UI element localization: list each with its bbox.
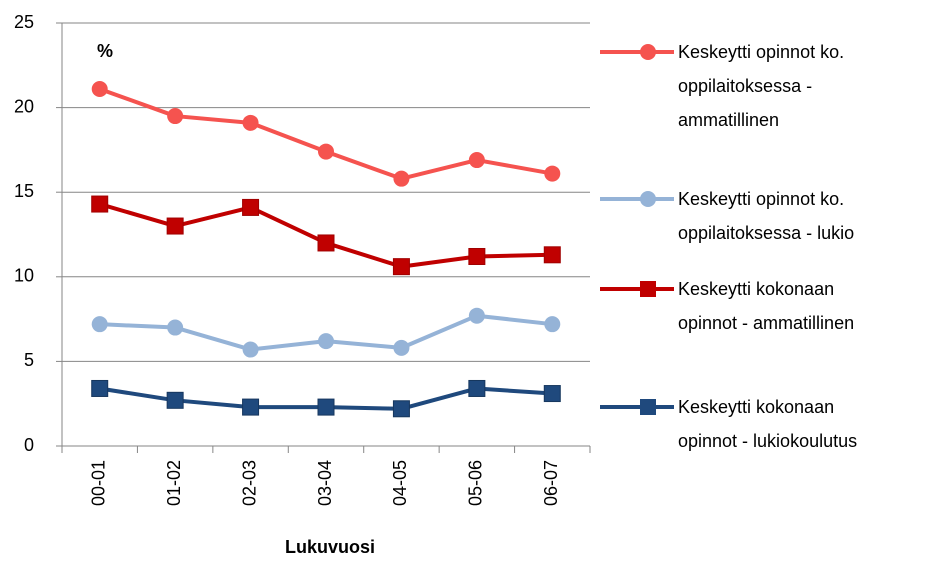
legend-label: Keskeytti kokonaan opinnot - ammatilline… [678,279,855,333]
x-tick-label: 03-04 [315,460,335,506]
y-tick-label: 20 [14,96,34,116]
y-tick-label: 10 [14,266,34,286]
marker [242,198,260,216]
x-tick-label: 00-01 [88,460,108,506]
legend-label: Keskeytti kokonaan opinnot - lukiokoulut… [678,397,858,451]
marker [392,400,410,418]
y-tick-label: 0 [24,435,34,455]
legend-label: Keskeytti opinnot ko. oppilaitoksessa - … [678,42,845,130]
marker [91,195,109,213]
y-tick-label: 5 [24,350,34,370]
marker [317,398,335,416]
marker [468,152,485,169]
marker [543,246,561,264]
marker [468,307,485,324]
marker [543,385,561,403]
legend-marker [640,44,656,60]
marker [544,165,561,182]
marker [317,234,335,252]
x-tick-label: 05-06 [466,460,486,506]
marker [392,258,410,276]
legend-marker [640,399,656,415]
marker [91,316,108,333]
marker [242,398,260,416]
marker [242,114,259,131]
marker [242,341,259,358]
x-tick-label: 06-07 [541,460,561,506]
marker [166,391,184,409]
marker [393,170,410,187]
marker [91,379,109,397]
y-tick-label: 25 [14,12,34,32]
marker [91,80,108,97]
annotation: % [97,41,113,61]
y-tick-label: 15 [14,181,34,201]
legend-label: Keskeytti opinnot ko. oppilaitoksessa - … [678,189,855,243]
marker [167,108,184,125]
x-tick-label: 01-02 [164,460,184,506]
marker [318,143,334,160]
x-axis-title: Lukuvuosi [285,537,375,557]
marker [166,217,184,235]
x-tick-label: 04-05 [390,460,410,506]
marker [167,319,184,336]
legend-marker [640,281,656,297]
marker [468,247,486,265]
x-tick-label: 02-03 [239,460,259,506]
marker [393,339,410,356]
marker [544,316,561,333]
marker [318,333,334,350]
series-line [99,87,553,181]
marker [468,379,486,397]
legend-marker [640,191,656,207]
